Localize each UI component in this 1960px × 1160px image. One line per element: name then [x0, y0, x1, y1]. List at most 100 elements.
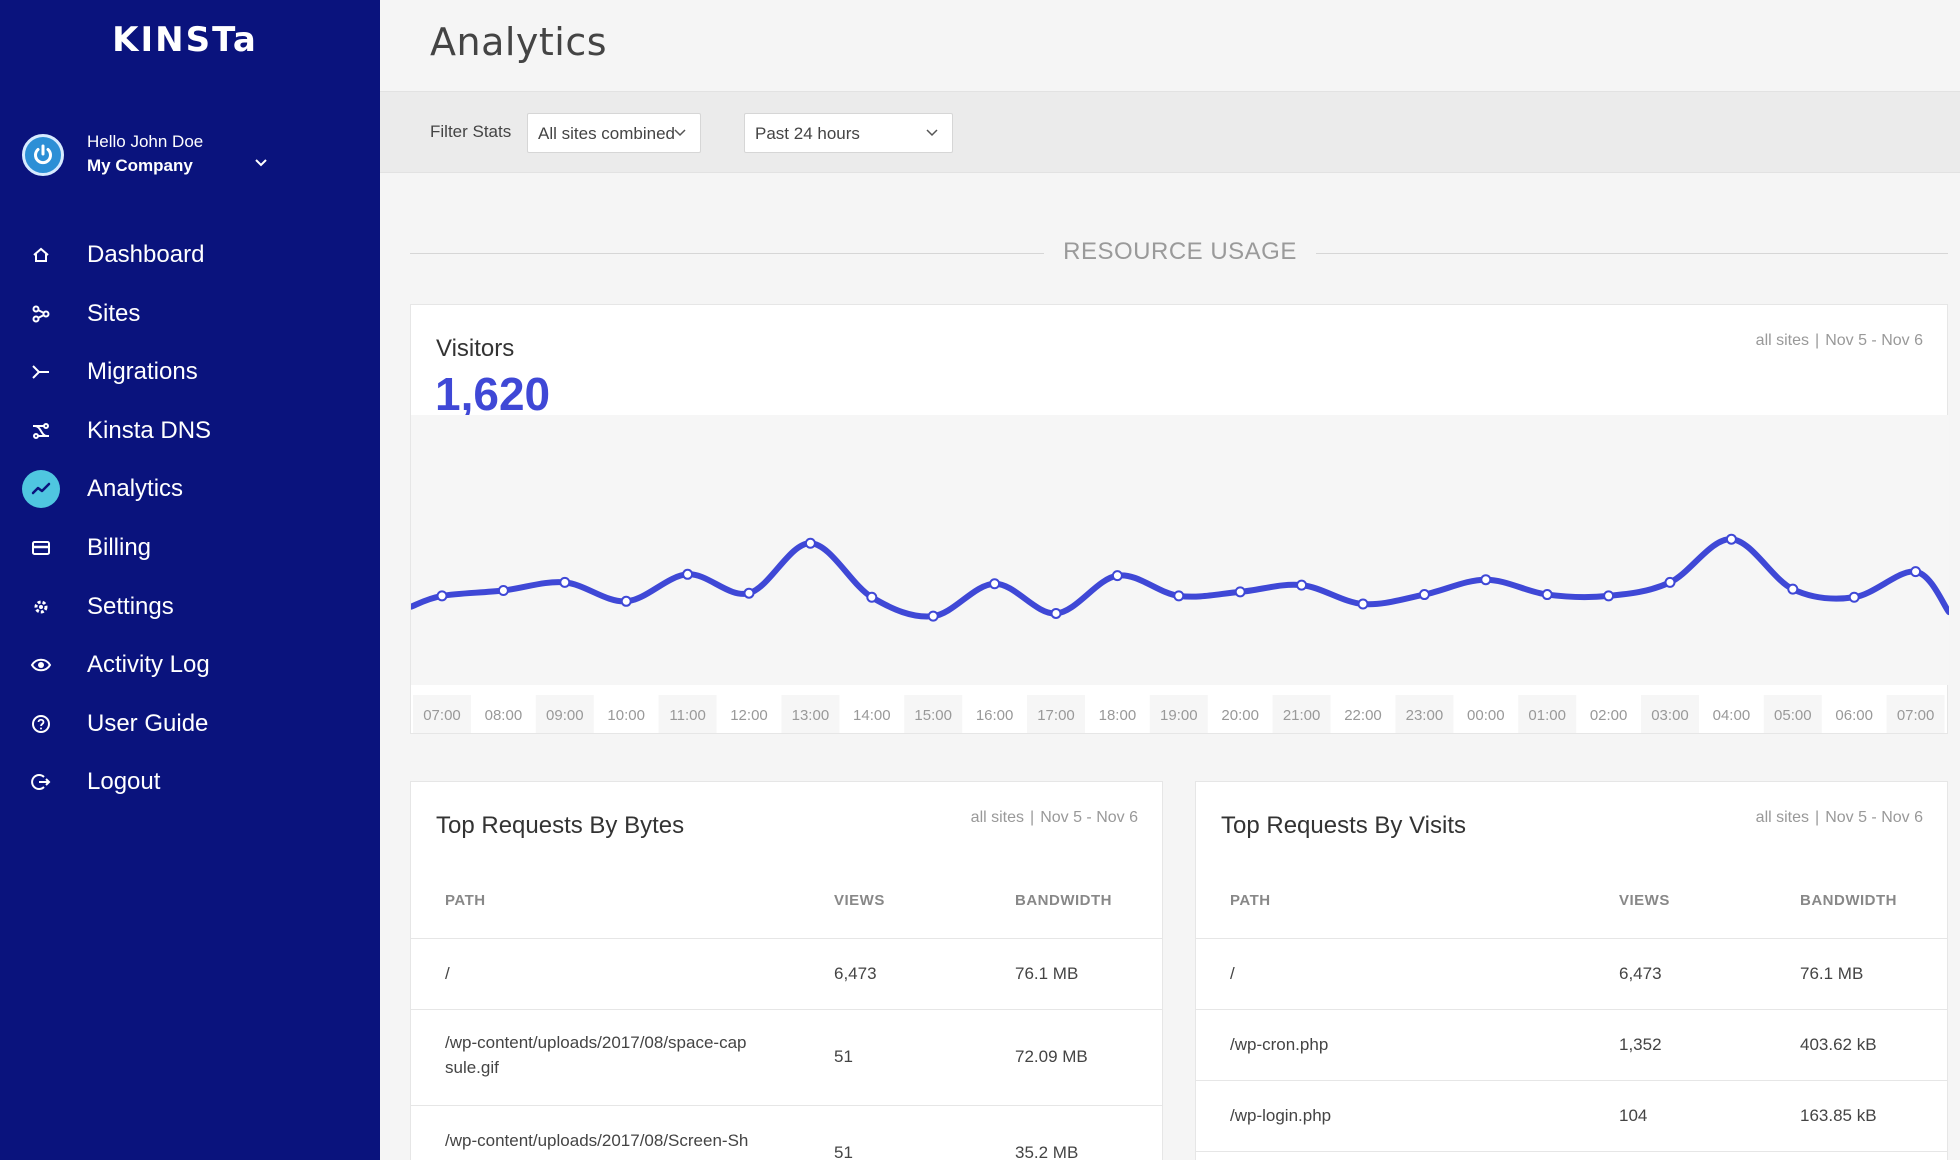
tick-label-bg [965, 695, 1024, 733]
tick-label-bg [474, 695, 533, 733]
row-path[interactable]: / [1230, 964, 1235, 983]
data-point[interactable] [1541, 589, 1553, 601]
sidebar-item-label: Analytics [87, 475, 184, 503]
filter-label: Filter Stats [430, 122, 512, 141]
table-row: / 6,473 76.1 MB [411, 938, 1162, 1008]
row-path[interactable]: /wp-login.php [1230, 1106, 1332, 1125]
data-point[interactable] [1234, 586, 1246, 598]
row-views: 6,473 [834, 964, 877, 983]
data-point[interactable] [1111, 570, 1123, 582]
data-point[interactable] [866, 591, 878, 603]
tick-label-bg [1518, 695, 1577, 733]
row-views: 51 [834, 1047, 853, 1066]
sidebar-item-activity-log[interactable]: Activity Log [0, 636, 380, 695]
top-visits-card: Top Requests By Visits all sites | Nov 5 -… [1195, 781, 1948, 1160]
help-icon [22, 705, 60, 743]
x-tick-label: 02:00 [1590, 707, 1628, 724]
column-header-path[interactable]: PATH [1230, 892, 1271, 909]
chevron-down-icon [255, 159, 267, 167]
data-point[interactable] [1418, 589, 1430, 601]
row-path[interactable]: /wp-cron.php [1230, 1035, 1329, 1054]
data-point[interactable] [1848, 591, 1860, 603]
chevron-down-icon [926, 129, 938, 137]
column-header-path[interactable]: PATH [445, 892, 486, 909]
data-point[interactable] [1787, 583, 1799, 595]
site-select[interactable]: All sites combined [527, 113, 701, 153]
sidebar-item-label: Migrations [87, 358, 198, 386]
table-row: /wp-cron.php 1,352 403.62 kB [1196, 1009, 1947, 1080]
meta-range: Nov 5 - Nov 6 [1040, 809, 1138, 826]
sidebar-item-logout[interactable]: Logout [0, 753, 380, 812]
data-point[interactable] [1357, 598, 1369, 610]
x-tick-label: 16:00 [976, 707, 1014, 724]
column-header-views[interactable]: VIEWS [1619, 892, 1670, 909]
data-point[interactable] [1910, 566, 1922, 578]
data-point[interactable] [497, 585, 509, 596]
table-row: / 6,473 76.1 MB [1196, 938, 1947, 1008]
visitors-card: Visitors 1,620 all sites | Nov 5 - Nov 6 0… [410, 304, 1949, 734]
power-icon [22, 134, 64, 176]
data-point[interactable] [436, 590, 448, 602]
kinsta-logo[interactable]: KINSTa [112, 20, 258, 60]
user-greeting: Hello John Doe [87, 132, 204, 151]
sidebar-item-label: Sites [87, 299, 141, 327]
data-point[interactable] [682, 568, 694, 580]
data-point[interactable] [620, 595, 632, 607]
user-company: My Company [87, 156, 193, 175]
sidebar-item-migrations[interactable]: Migrations [0, 343, 380, 402]
x-tick-label: 00:00 [1467, 707, 1505, 724]
data-point[interactable] [1296, 579, 1308, 591]
row-path[interactable]: /wp-content/uploads/2017/08/Screen-Sh [445, 1131, 749, 1150]
sidebar-item-user-guide[interactable]: User Guide [0, 695, 380, 754]
tick-label-bg [904, 695, 963, 733]
data-point[interactable] [1664, 576, 1676, 588]
row-path[interactable]: / [445, 964, 450, 983]
sidebar-item-sites[interactable]: Sites [0, 285, 380, 344]
chevron-down-icon [674, 129, 686, 137]
top-visits-meta: all sites | Nov 5 - Nov 6 [1755, 809, 1923, 826]
tick-label-bg [658, 695, 717, 733]
data-point[interactable] [927, 610, 939, 622]
row-bandwidth: 35.2 MB [1015, 1143, 1079, 1160]
data-point[interactable] [1725, 533, 1737, 545]
range-select[interactable]: Past 24 hours [744, 113, 953, 153]
row-path[interactable]: /wp-content/uploads/2017/08/space-cap su… [445, 1033, 747, 1077]
sidebar-item-billing[interactable]: Billing [0, 519, 380, 578]
section-divider [410, 253, 1044, 254]
dns-icon [22, 412, 60, 450]
sidebar-item-dashboard[interactable]: Dashboard [0, 226, 380, 285]
tick-label-bg [1641, 695, 1699, 733]
column-header-views[interactable]: VIEWS [834, 892, 885, 909]
x-tick-label: 05:00 [1774, 707, 1812, 724]
sidebar-item-label: Billing [87, 533, 152, 561]
x-tick-label: 01:00 [1528, 707, 1566, 724]
section-divider [1316, 253, 1948, 254]
data-point[interactable] [1480, 574, 1492, 586]
data-point[interactable] [1173, 590, 1185, 602]
sidebar-item-settings[interactable]: Settings [0, 578, 380, 637]
meta-scope: all sites [1755, 809, 1810, 826]
data-point[interactable] [804, 537, 816, 549]
column-header-bandwidth[interactable]: BANDWIDTH [1800, 892, 1897, 909]
tick-label-bg [1334, 695, 1392, 733]
table-row: /wp-content/uploads/2017/08/space-cap su… [411, 1009, 1162, 1105]
data-point[interactable] [1603, 590, 1615, 602]
x-tick-label: 19:00 [1160, 707, 1198, 724]
sidebar-item-kinsta-dns[interactable]: Kinsta DNS [0, 402, 380, 461]
sidebar-item-label: Logout [87, 768, 161, 796]
column-header-bandwidth[interactable]: BANDWIDTH [1015, 892, 1112, 909]
tick-label-bg [1395, 695, 1454, 733]
row-views: 6,473 [1619, 964, 1662, 983]
user-menu[interactable]: Hello John Doe My Company [22, 130, 282, 182]
sidebar-item-analytics[interactable]: Analytics [0, 460, 380, 519]
data-point[interactable] [989, 578, 1001, 590]
data-point[interactable] [1050, 607, 1062, 619]
row-bandwidth: 76.1 MB [1800, 964, 1864, 983]
series-line [411, 536, 1949, 620]
top-bytes-card: Top Requests By Bytes all sites | Nov 5 - … [410, 781, 1163, 1160]
sidebar: KINSTa Hello John Doe My Company Dashboa… [0, 0, 380, 1160]
tick-label-bg [413, 695, 471, 733]
data-point[interactable] [559, 576, 571, 588]
x-tick-label: 04:00 [1713, 707, 1751, 724]
data-point[interactable] [743, 587, 755, 599]
